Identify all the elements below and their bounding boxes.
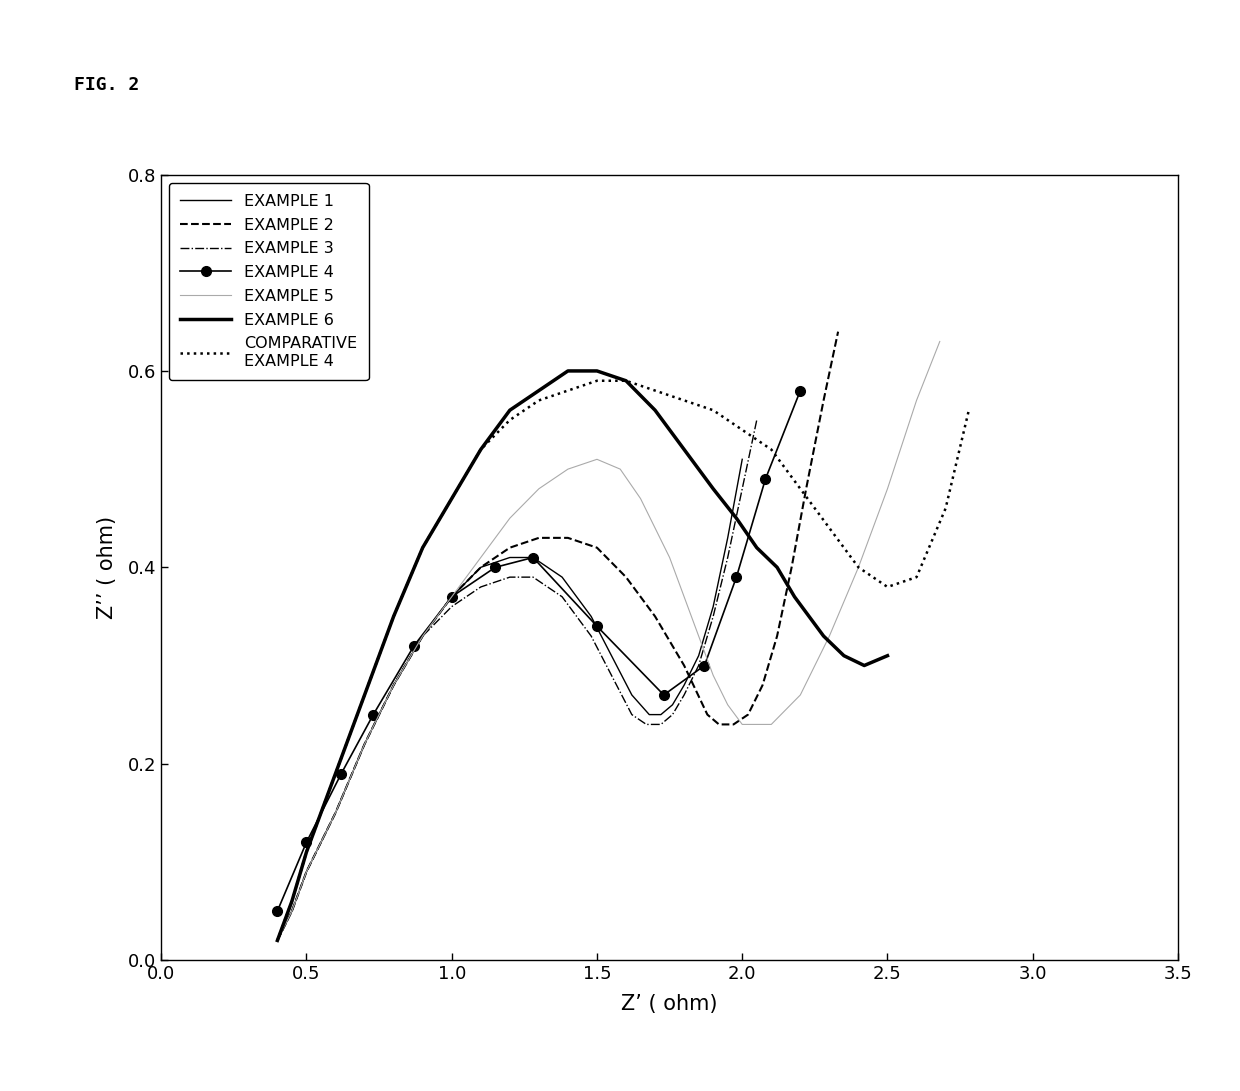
Y-axis label: Z’’ ( ohm): Z’’ ( ohm) [97, 516, 117, 619]
Text: FIG. 2: FIG. 2 [74, 76, 140, 94]
X-axis label: Z’ ( ohm): Z’ ( ohm) [621, 994, 718, 1014]
Legend: EXAMPLE 1, EXAMPLE 2, EXAMPLE 3, EXAMPLE 4, EXAMPLE 5, EXAMPLE 6, COMPARATIVE
EX: EXAMPLE 1, EXAMPLE 2, EXAMPLE 3, EXAMPLE… [169, 182, 368, 380]
